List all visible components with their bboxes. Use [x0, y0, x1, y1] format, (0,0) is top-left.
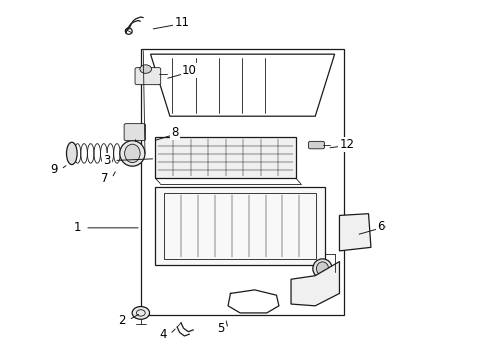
FancyBboxPatch shape	[124, 123, 146, 141]
Text: 2: 2	[118, 314, 125, 327]
Text: 5: 5	[217, 322, 224, 336]
Text: 8: 8	[171, 126, 178, 139]
Ellipse shape	[120, 141, 145, 166]
Bar	[141, 49, 344, 315]
Bar	[164, 193, 316, 259]
Ellipse shape	[317, 262, 329, 275]
Bar	[155, 138, 296, 178]
Polygon shape	[340, 214, 371, 251]
Bar	[155, 187, 325, 265]
Text: 10: 10	[182, 64, 196, 77]
Text: 11: 11	[174, 16, 190, 29]
Ellipse shape	[67, 142, 77, 165]
Text: 1: 1	[74, 221, 82, 234]
Ellipse shape	[124, 144, 140, 163]
FancyBboxPatch shape	[309, 141, 324, 149]
Text: 9: 9	[50, 163, 57, 176]
Ellipse shape	[313, 259, 332, 278]
Text: 3: 3	[103, 154, 111, 167]
Polygon shape	[291, 261, 340, 306]
Text: 4: 4	[159, 328, 167, 341]
Text: 7: 7	[101, 172, 108, 185]
Text: 6: 6	[377, 220, 384, 233]
FancyBboxPatch shape	[135, 68, 161, 85]
Text: 12: 12	[339, 138, 354, 151]
Circle shape	[140, 65, 151, 73]
Circle shape	[132, 306, 149, 319]
